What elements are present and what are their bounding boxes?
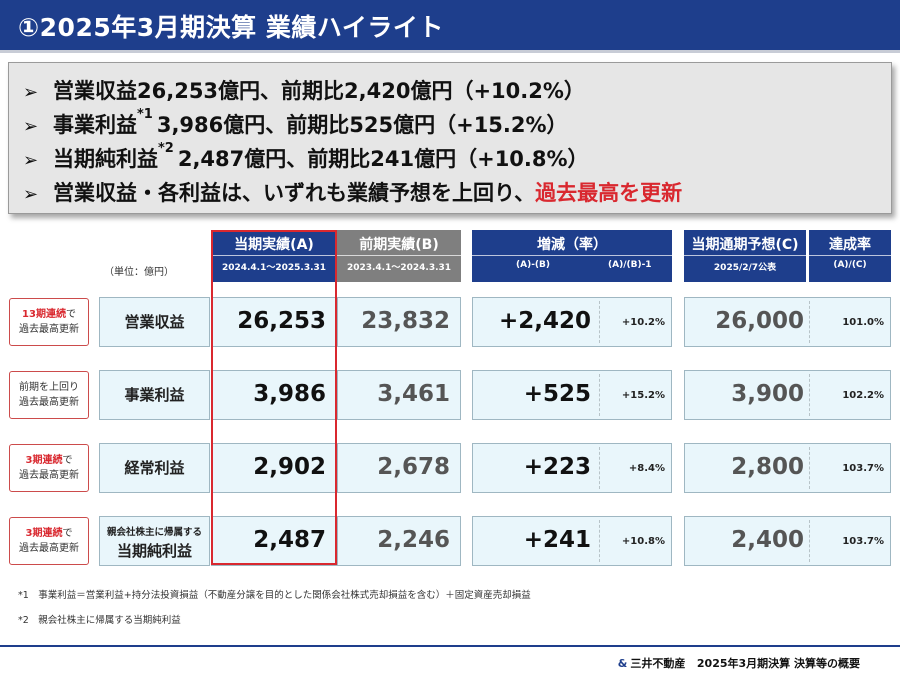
cell-forecast: 3,900 102.2% [684, 370, 891, 420]
cell-actual: 2,487 [211, 516, 337, 566]
cell-forecast: 2,800 103.7% [684, 443, 891, 493]
document-name: 2025年3月期決算 決算等の概要 [696, 657, 860, 670]
footnote-2: *2 親会社株主に帰属する当期純利益 [18, 615, 181, 626]
cell-change: +2,420 +10.2% [472, 297, 672, 347]
record-badge: 13期連続で 過去最高更新 [9, 298, 89, 346]
title-underline [0, 50, 900, 53]
summary-box: ➢ 営業収益26,253億円、前期比2,420億円（+10.2%） ➢ 事業利益*1… [8, 62, 892, 214]
row-label-business-profit: 事業利益 [99, 370, 210, 420]
arrow-bullet-icon: ➢ [23, 116, 39, 137]
record-badge: 3期連続で 過去最高更新 [9, 517, 89, 565]
unit-label: （単位：億円） [104, 267, 174, 278]
cell-actual: 3,986 [211, 370, 337, 420]
row-label-ordinary-profit: 経常利益 [99, 443, 210, 493]
bullet-record-high: ➢ 営業収益・各利益は、いずれも業績予想を上回り、過去最高を更新 [23, 181, 683, 205]
cell-actual: 2,902 [211, 443, 337, 493]
arrow-bullet-icon: ➢ [23, 184, 39, 205]
cell-forecast: 26,000 101.0% [684, 297, 891, 347]
actual-column-highlight [211, 230, 337, 565]
cell-change: +525 +15.2% [472, 370, 672, 420]
footnote-1: *1 事業利益＝営業利益+持分法投資損益（不動産分譲を目的とした関係会社株式売却… [18, 590, 531, 601]
title-bar: ①2025年3月期決算 業績ハイライト [0, 0, 900, 50]
cell-change: +223 +8.4% [472, 443, 672, 493]
cell-prior: 2,246 [337, 516, 461, 566]
bullet-revenue: ➢ 営業収益26,253億円、前期比2,420億円（+10.2%） [23, 79, 585, 103]
record-high-highlight: 過去最高を更新 [535, 181, 683, 205]
cell-forecast: 2,400 103.7% [684, 516, 891, 566]
company-name: 三井不動産 [630, 657, 686, 670]
row-label-revenue: 営業収益 [99, 297, 210, 347]
cell-prior: 23,832 [337, 297, 461, 347]
header-actual: 当期実績(A) 2024.4.1～2025.3.31 [211, 230, 337, 282]
footer: & 三井不動産 2025年3月期決算 決算等の概要 [618, 655, 860, 671]
record-badge: 3期連続で 過去最高更新 [9, 444, 89, 492]
header-prior: 前期実績(B) 2023.4.1～2024.3.31 [337, 230, 461, 282]
header-change: 増減（率） (A)-(B) (A)/(B)-1 [472, 230, 672, 282]
header-achievement: 達成率 (A)/(C) [809, 230, 891, 282]
row-label-net-income: 親会社株主に帰属する 当期純利益 [99, 516, 210, 566]
arrow-bullet-icon: ➢ [23, 82, 39, 103]
cell-prior: 3,461 [337, 370, 461, 420]
cell-actual: 26,253 [211, 297, 337, 347]
company-logo-icon: & [617, 657, 628, 670]
cell-prior: 2,678 [337, 443, 461, 493]
bullet-net-income: ➢ 当期純利益*2 2,487億円、前期比241億円（+10.8%） [23, 141, 589, 171]
footer-rule [0, 645, 900, 647]
page-title: ①2025年3月期決算 業績ハイライト [18, 13, 444, 42]
arrow-bullet-icon: ➢ [23, 150, 39, 171]
bullet-business-profit: ➢ 事業利益*1 3,986億円、前期比525億円（+15.2%） [23, 107, 568, 137]
cell-change: +241 +10.8% [472, 516, 672, 566]
header-forecast: 当期通期予想(C) 2025/2/7公表 [684, 230, 806, 282]
record-badge: 前期を上回り 過去最高更新 [9, 371, 89, 419]
